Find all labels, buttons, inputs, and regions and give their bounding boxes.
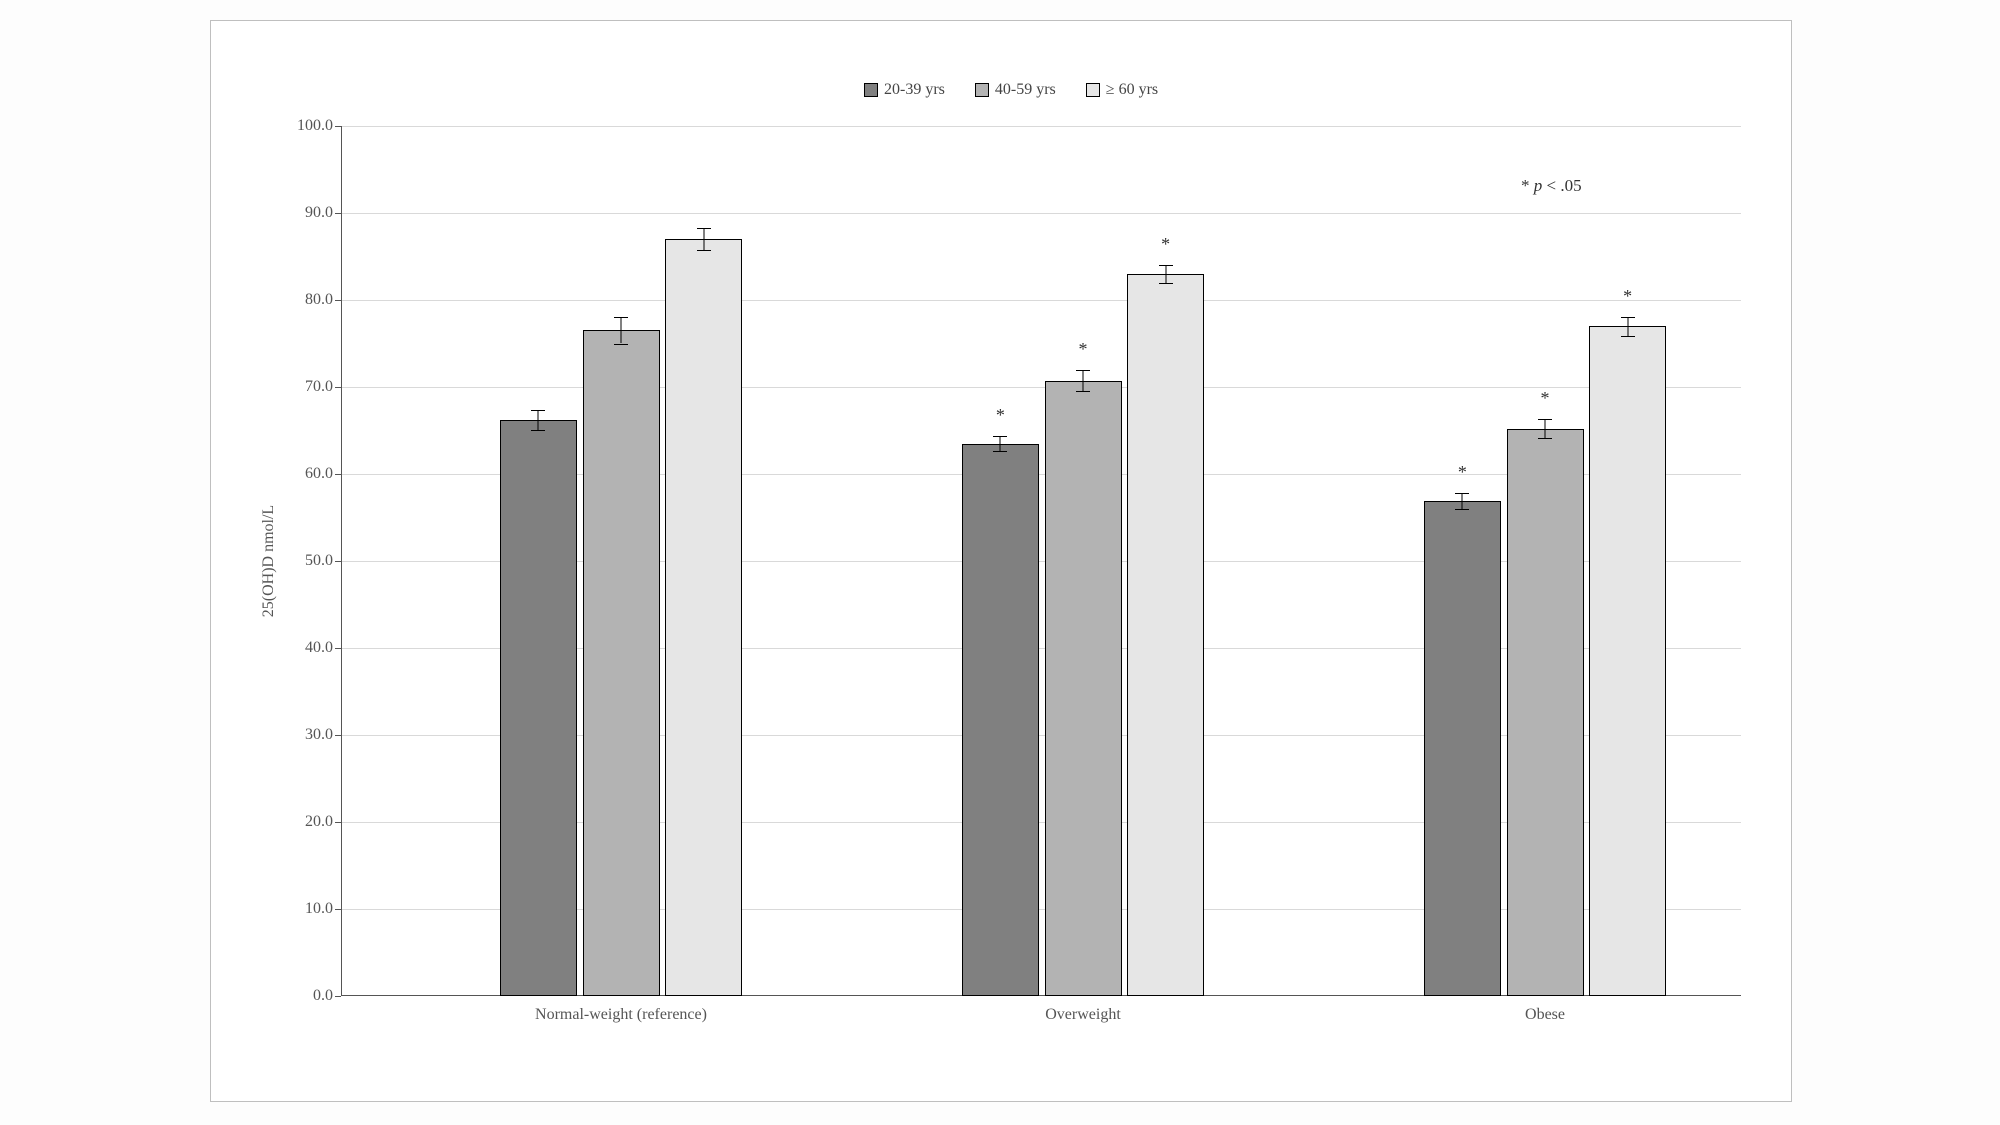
gridline <box>341 126 1741 127</box>
error-bar-cap <box>614 344 628 345</box>
error-bar <box>1000 436 1001 452</box>
plot-area: 0.010.020.030.040.050.060.070.080.090.01… <box>341 126 1741 996</box>
legend-swatch <box>1086 83 1100 97</box>
legend-swatch <box>864 83 878 97</box>
error-bar <box>1165 265 1166 282</box>
bar <box>1045 381 1122 996</box>
ytick-label: 60.0 <box>305 465 341 483</box>
ytick-label: 70.0 <box>305 378 341 396</box>
ytick-label: 10.0 <box>305 900 341 918</box>
gridline <box>341 213 1741 214</box>
bar-chart: 0.0 10.0 20.0 30.0 40.0 50.0 60.0 70.0 80.0 90.0 1… <box>211 21 1791 1101</box>
y-axis-title: 25(OH)D nmol/L <box>260 505 278 617</box>
significance-marker: * <box>1458 462 1467 483</box>
ytick-label: 90.0 <box>305 204 341 222</box>
gridline <box>341 387 1741 388</box>
chart-frame: 0.0 10.0 20.0 30.0 40.0 50.0 60.0 70.0 80.0 90.0 1… <box>210 20 1792 1102</box>
bar <box>1127 274 1204 996</box>
error-bar <box>1462 493 1463 509</box>
error-bar-cap <box>1621 317 1635 318</box>
ytick-label: 20.0 <box>305 813 341 831</box>
legend-item: 20-39 yrs <box>864 81 945 99</box>
legend-label: 40-59 yrs <box>995 81 1056 99</box>
bar <box>1507 429 1584 996</box>
error-bar-cap <box>1538 419 1552 420</box>
error-bar-cap <box>531 410 545 411</box>
error-bar <box>1627 317 1628 336</box>
error-bar-cap <box>697 250 711 251</box>
ytick-label: 80.0 <box>305 291 341 309</box>
x-category-label: Obese <box>1525 996 1565 1024</box>
gridline <box>341 300 1741 301</box>
significance-marker: * <box>1161 234 1170 255</box>
error-bar-cap <box>1455 493 1469 494</box>
bar <box>583 330 660 996</box>
error-bar-cap <box>1621 336 1635 337</box>
error-bar-cap <box>1159 265 1173 266</box>
error-bar <box>703 228 704 251</box>
legend: 20-39 yrs 40-59 yrs ≥ 60 yrs <box>864 81 1158 99</box>
bar <box>1589 326 1666 996</box>
bar <box>500 420 577 996</box>
legend-label: 20-39 yrs <box>884 81 945 99</box>
legend-item: ≥ 60 yrs <box>1086 81 1158 99</box>
significance-marker: * <box>1079 339 1088 360</box>
significance-marker: * <box>1623 286 1632 307</box>
significance-marker: * <box>996 405 1005 426</box>
significance-marker: * <box>1541 388 1550 409</box>
error-bar-cap <box>1159 283 1173 284</box>
error-bar-cap <box>697 228 711 229</box>
ytick-label: 100.0 <box>297 117 341 135</box>
error-bar-cap <box>531 430 545 431</box>
bar <box>665 239 742 996</box>
error-bar <box>1545 419 1546 438</box>
error-bar-cap <box>614 317 628 318</box>
y-axis-line <box>341 126 342 996</box>
ytick-label: 0.0 <box>313 987 341 1005</box>
error-bar-cap <box>1076 370 1090 371</box>
error-bar <box>538 410 539 429</box>
error-bar-cap <box>1076 391 1090 392</box>
ytick-label: 50.0 <box>305 552 341 570</box>
bar <box>962 444 1039 996</box>
significance-note: * p < .05 <box>1521 176 1582 196</box>
x-category-label: Overweight <box>1045 996 1121 1024</box>
legend-item: 40-59 yrs <box>975 81 1056 99</box>
error-bar-cap <box>1455 509 1469 510</box>
error-bar-cap <box>993 436 1007 437</box>
legend-label: ≥ 60 yrs <box>1106 81 1158 99</box>
bar <box>1424 501 1501 996</box>
ytick-label: 30.0 <box>305 726 341 744</box>
error-bar-cap <box>1538 438 1552 439</box>
error-bar-cap <box>993 451 1007 452</box>
error-bar <box>621 317 622 343</box>
legend-swatch <box>975 83 989 97</box>
error-bar <box>1083 370 1084 391</box>
x-category-label: Normal-weight (reference) <box>535 996 707 1024</box>
ytick-label: 40.0 <box>305 639 341 657</box>
